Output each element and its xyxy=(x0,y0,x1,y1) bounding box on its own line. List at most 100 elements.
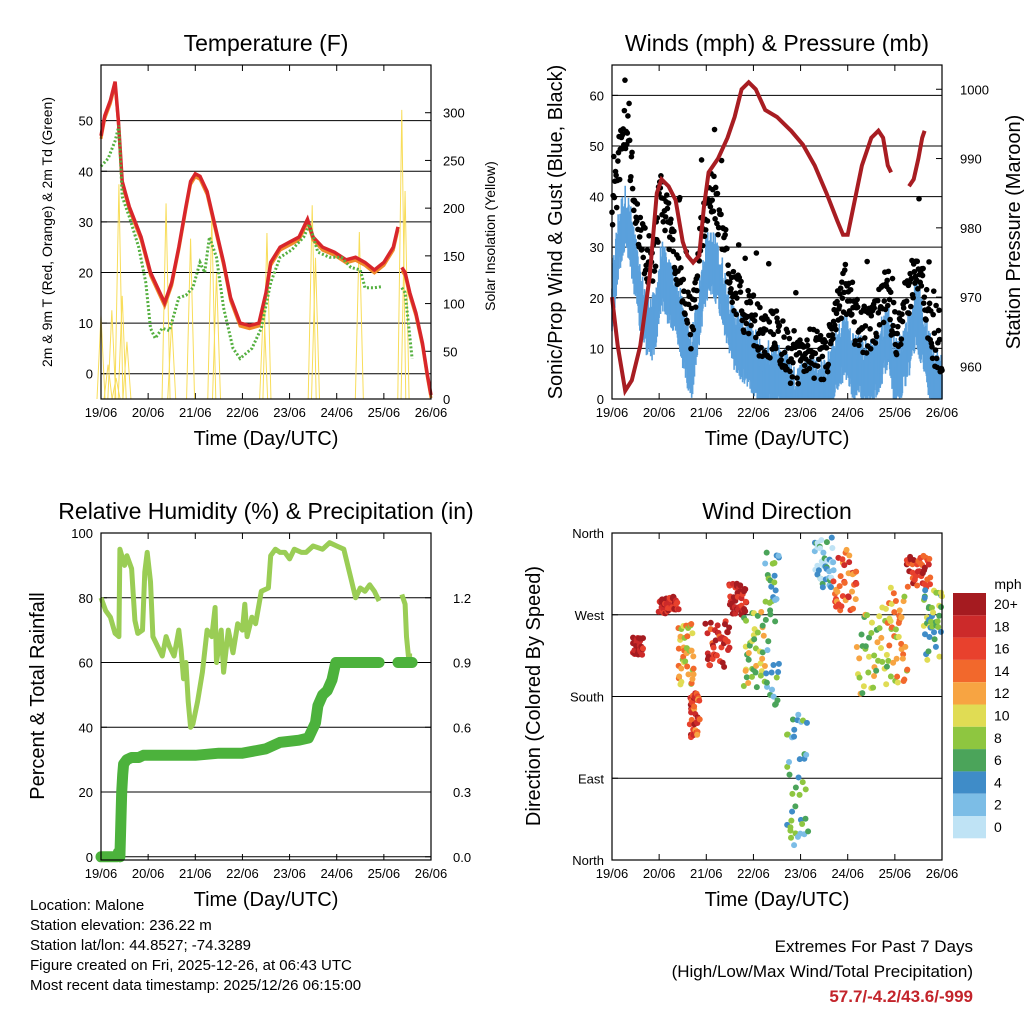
wind-gust-point xyxy=(722,226,729,233)
wind-direction-point xyxy=(743,674,750,681)
wind-gust-point xyxy=(895,323,901,330)
speed-legend-swatch xyxy=(953,816,986,839)
wind-direction-point xyxy=(696,716,703,723)
wind-direction-frame xyxy=(611,532,943,861)
wind-gust-point xyxy=(793,289,799,296)
wind-gust-point xyxy=(753,250,760,256)
humidity-y2tick-label: 0.6 xyxy=(453,720,471,735)
wind-gust-point xyxy=(629,185,636,192)
wind-direction-point xyxy=(742,598,749,605)
wind-gust-point xyxy=(852,338,859,344)
wind-gust-point xyxy=(935,327,942,334)
wind-direction-point xyxy=(912,573,919,580)
wind-direction-point xyxy=(771,579,778,586)
wind-direction-point xyxy=(761,663,768,670)
speed-legend-label: 10 xyxy=(994,708,1010,724)
wind-gust-point xyxy=(766,319,773,325)
wind-direction-point xyxy=(823,539,830,546)
speed-legend-swatch xyxy=(953,659,986,683)
speed-legend-label: 20+ xyxy=(994,596,1018,612)
wind-direction-point xyxy=(852,596,859,603)
extremes-values: 57.7/-4.2/43.6/-999 xyxy=(829,987,973,1006)
wind-gust-point xyxy=(718,211,724,218)
wind-direction-point xyxy=(876,613,883,620)
wind-direction-point xyxy=(868,619,875,626)
wind-direction-point xyxy=(930,609,937,616)
wind-gust-point xyxy=(684,320,691,326)
wind-direction-point xyxy=(726,624,733,631)
wind-gust-point xyxy=(626,100,632,107)
winds-xtick-label: 25/06 xyxy=(879,405,912,420)
wind-gust-point xyxy=(690,326,697,333)
wind-direction-point xyxy=(771,572,778,579)
wind-gust-point xyxy=(628,153,635,160)
wind-gust-point xyxy=(775,328,781,335)
wind-gust-point xyxy=(711,173,717,180)
wind-direction-point xyxy=(764,647,771,654)
wind-direction-point xyxy=(894,673,901,680)
wind-gust-point xyxy=(817,332,824,339)
wind-direction-point xyxy=(890,590,897,597)
wind-gust-point xyxy=(851,319,857,325)
wind-gust-point xyxy=(926,300,933,307)
wind-direction-point xyxy=(768,669,775,676)
wind-gust-point xyxy=(733,311,740,318)
wind-direction-point xyxy=(802,786,809,793)
wind-gust-point xyxy=(711,126,718,133)
winds-title: Winds (mph) & Pressure (mb) xyxy=(625,30,929,56)
speed-legend-label: 12 xyxy=(994,685,1010,701)
wind-direction-point xyxy=(757,660,764,667)
wind-gust-point xyxy=(824,368,831,375)
wind-gust-point xyxy=(678,264,684,271)
winds-y2tick-label: 990 xyxy=(960,152,982,167)
winds-y2label: Station Pressure (Maroon) xyxy=(1003,115,1024,350)
wind-direction-point xyxy=(759,655,766,662)
wind-gust-point xyxy=(781,334,787,340)
speed-legend-swatch xyxy=(953,637,986,660)
solar-spike xyxy=(311,257,320,400)
wind-gust-point xyxy=(814,363,821,369)
wind-direction-point xyxy=(770,662,777,669)
wind-gust-point xyxy=(633,218,640,224)
wind-direction-point xyxy=(737,582,744,589)
wind-direction-point xyxy=(751,636,758,643)
wind-gust-point xyxy=(914,258,921,265)
humidity-title: Relative Humidity (%) & Precipitation (i… xyxy=(58,498,473,524)
wind-direction-point xyxy=(931,636,938,643)
temperature-xlabel: Time (Day/UTC) xyxy=(194,428,339,450)
wind-direction-point xyxy=(841,562,848,569)
wind-gust-point xyxy=(714,190,721,197)
humidity-xtick-label: 26/06 xyxy=(415,866,448,881)
wind-gust-point xyxy=(899,311,905,318)
wind-direction-point xyxy=(710,644,717,651)
wind-direction-point xyxy=(902,643,909,650)
temperature-xtick-label: 19/06 xyxy=(85,405,118,420)
wind-gust-point xyxy=(694,287,700,294)
wind-direction-point xyxy=(745,680,752,687)
wind-direction-point xyxy=(769,686,776,693)
wind-gust-point xyxy=(770,331,777,338)
wind-direction-point xyxy=(892,598,899,605)
wind-direction-point xyxy=(675,606,682,613)
wind-direction-point xyxy=(696,697,703,704)
wind-gust-point xyxy=(890,322,896,329)
wind-direction-point xyxy=(882,605,889,612)
wind-gust-point xyxy=(890,299,897,306)
wind-direction-point xyxy=(878,645,885,652)
wind-direction-point xyxy=(754,629,761,636)
wind-direction-point xyxy=(784,763,791,770)
wind-gust-point xyxy=(862,323,869,329)
wind-gust-point xyxy=(839,295,846,301)
temperature-ytick-label: 50 xyxy=(79,114,93,129)
solar-spike xyxy=(212,273,221,400)
wind_direction-ytick-label: South xyxy=(570,690,604,705)
wind-direction-point xyxy=(786,771,793,778)
wind-direction-point xyxy=(740,683,747,690)
temperature-xtick-label: 26/06 xyxy=(415,405,448,420)
wind-gust-point xyxy=(857,337,863,343)
wind-direction-point xyxy=(925,648,932,655)
wind-direction-point xyxy=(924,656,931,663)
wind-gust-point xyxy=(823,345,830,351)
wind-direction-point xyxy=(885,657,892,664)
wind-direction-point xyxy=(678,665,685,672)
